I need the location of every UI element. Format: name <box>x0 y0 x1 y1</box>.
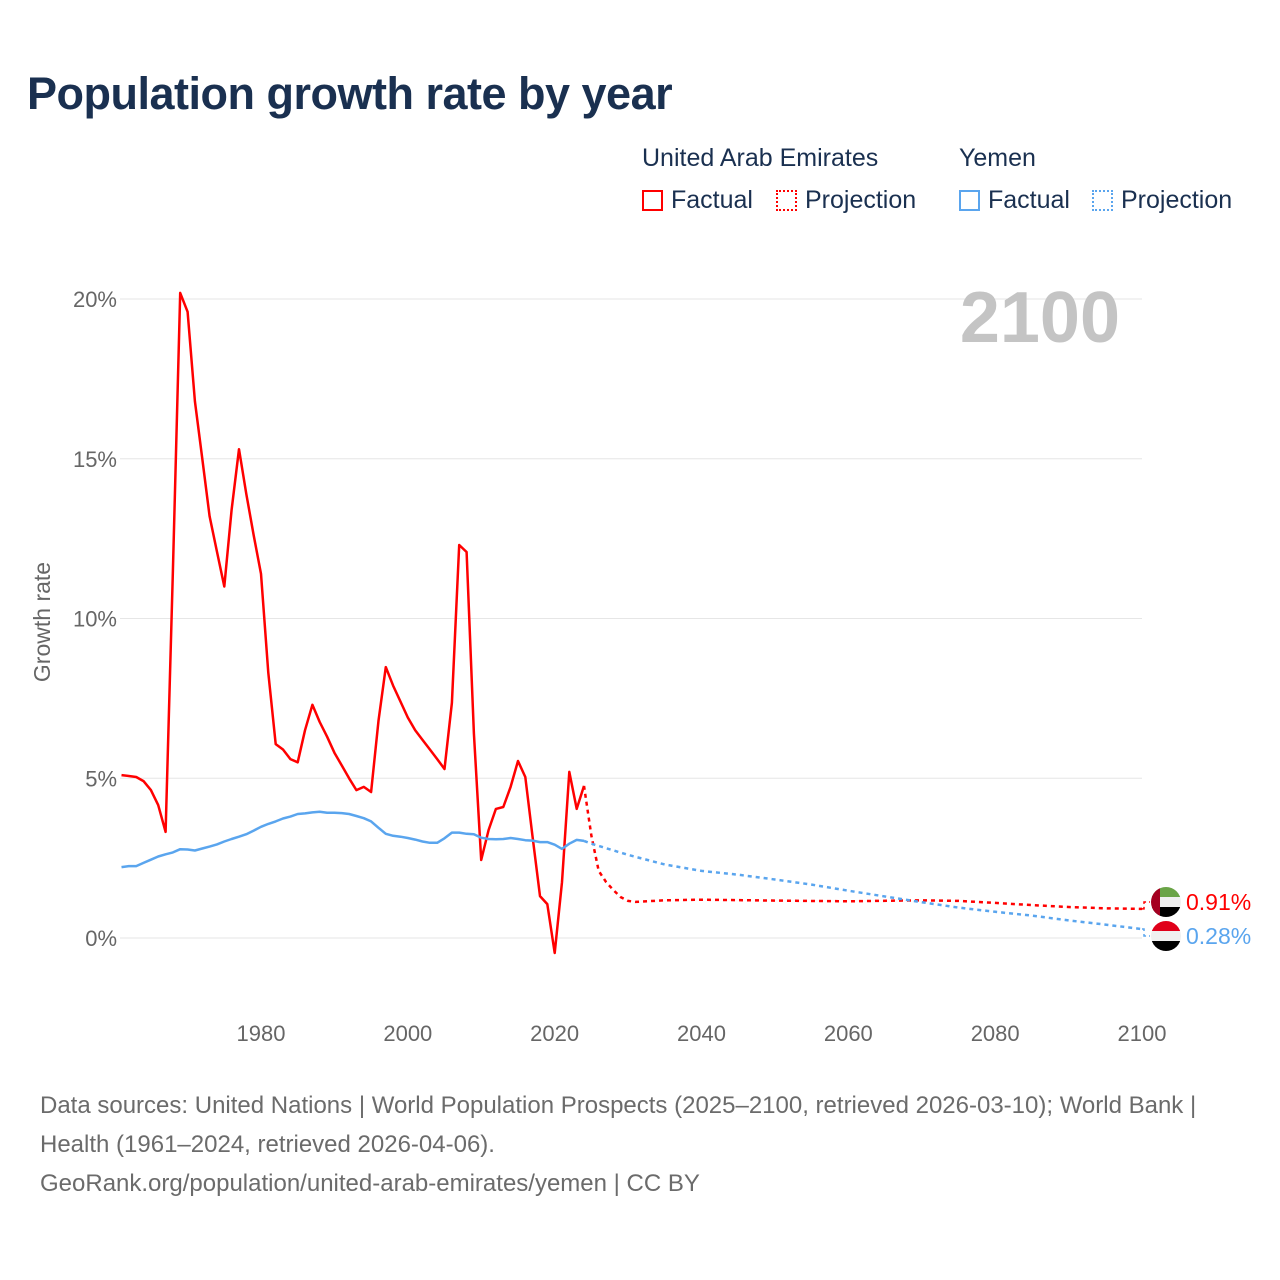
solid-swatch-icon <box>642 190 663 211</box>
x-tick-label: 1980 <box>237 1021 286 1046</box>
dotted-swatch-icon <box>776 190 797 211</box>
legend-country-yemen: Yemen <box>959 144 1036 172</box>
legend-label: Factual <box>988 186 1070 214</box>
end-label-connector <box>1142 901 1150 910</box>
x-tick-label: 2020 <box>530 1021 579 1046</box>
yemen-flag-icon <box>1151 921 1181 951</box>
end-value-label: 0.28% <box>1186 923 1251 949</box>
x-tick-label: 2040 <box>677 1021 726 1046</box>
y-axis-label: Growth rate <box>29 562 55 682</box>
legend-country-uae: United Arab Emirates <box>642 144 879 172</box>
y-tick-label: 15% <box>73 447 117 472</box>
legend-yemen-projection[interactable]: Projection <box>1092 186 1232 215</box>
y-tick-label: 5% <box>85 766 117 791</box>
legend-yemen-factual[interactable]: Factual <box>959 186 1070 215</box>
chart-title: Population growth rate by year <box>27 68 673 119</box>
data-sources-note: Data sources: United Nations | World Pop… <box>40 1092 1197 1158</box>
legend-uae-projection[interactable]: Projection <box>776 186 916 215</box>
y-tick-label: 20% <box>73 287 117 312</box>
y-tick-label: 10% <box>73 607 117 632</box>
legend-uae-factual[interactable]: Factual <box>642 186 753 215</box>
source-link[interactable]: GeoRank.org/population/united-arab-emira… <box>40 1170 700 1197</box>
year-watermark: 2100 <box>960 278 1120 358</box>
solid-swatch-icon <box>959 190 980 211</box>
legend-label: Factual <box>671 186 753 214</box>
x-tick-label: 2000 <box>383 1021 432 1046</box>
x-tick-label: 2060 <box>824 1021 873 1046</box>
yemen-projection-line <box>583 839 1143 931</box>
legend-label: Projection <box>1121 186 1233 214</box>
dotted-swatch-icon <box>1092 190 1113 211</box>
uae-flag-icon <box>1151 887 1181 917</box>
x-tick-label: 2080 <box>971 1021 1020 1046</box>
uae-projection-line <box>582 785 1143 911</box>
x-tick-label: 2100 <box>1118 1021 1167 1046</box>
end-label-connector <box>1142 928 1150 937</box>
end-value-label: 0.91% <box>1186 889 1251 915</box>
yemen-factual-line <box>121 810 585 869</box>
y-tick-label: 0% <box>85 926 117 951</box>
uae-factual-line <box>121 291 586 955</box>
legend-label: Projection <box>805 186 917 214</box>
